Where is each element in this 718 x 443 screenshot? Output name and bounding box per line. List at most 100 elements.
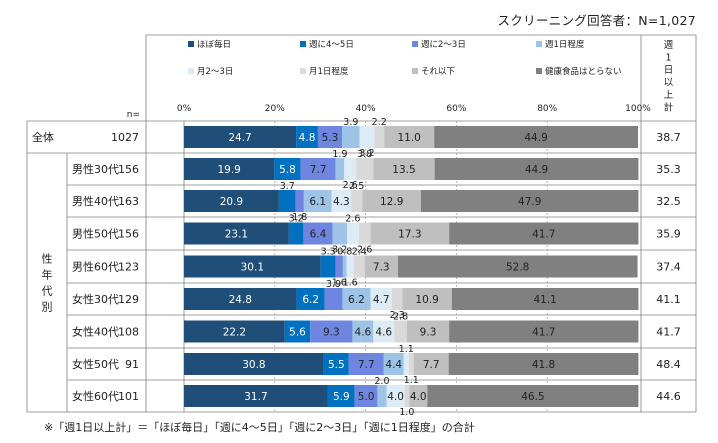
- data-label: 4.0: [387, 391, 404, 403]
- bar-segment: [184, 320, 285, 343]
- bar-segment: [278, 190, 296, 212]
- x-tick-label: 40%: [356, 104, 376, 114]
- n-value: 163: [118, 195, 139, 208]
- bar-segment: [341, 126, 360, 148]
- data-label: 1.0: [399, 407, 414, 418]
- legend-label: 月2～3日: [197, 67, 233, 77]
- data-label: 1.9: [332, 149, 347, 160]
- bar-segment: [386, 385, 405, 407]
- bar-segment: [451, 288, 639, 310]
- data-label: 3.9: [343, 117, 358, 128]
- bar-segment: [331, 190, 352, 212]
- bar-segment: [348, 353, 384, 375]
- data-label: 5.3: [322, 132, 339, 144]
- data-label: 1.1: [404, 375, 419, 386]
- category-label: 男性30代: [72, 162, 119, 176]
- weekly-total-header-char: 週: [664, 39, 674, 51]
- data-label: 2.2: [372, 117, 387, 128]
- group-label-char: 代: [42, 285, 53, 298]
- data-label: 9.3: [323, 327, 340, 339]
- data-label: 47.9: [518, 196, 541, 208]
- bar-segment: [184, 385, 328, 407]
- bar-segment: [184, 353, 324, 375]
- data-label: 44.9: [525, 164, 548, 176]
- data-label: 24.8: [229, 294, 252, 306]
- bar-segment: [359, 126, 375, 148]
- n-value: 101: [118, 390, 139, 403]
- bar-segment: [394, 320, 407, 343]
- category-label: 全体: [32, 130, 54, 144]
- bar-segment: [303, 190, 332, 212]
- legend-swatch: [300, 68, 306, 74]
- data-label: 0.8: [337, 247, 352, 258]
- category-label: 女性60代: [72, 389, 119, 403]
- data-label: 6.2: [302, 294, 319, 306]
- data-label: 3.2: [289, 214, 304, 225]
- data-label: 10.9: [415, 294, 438, 306]
- legend-swatch: [412, 68, 418, 74]
- data-label: 6.1: [309, 196, 326, 208]
- bar-segment: [420, 190, 639, 212]
- legend-swatch: [536, 68, 542, 74]
- weekly-total-header-char: 上: [664, 90, 674, 101]
- n-value: 123: [118, 261, 139, 274]
- data-label: 46.5: [521, 391, 544, 403]
- bar-segment: [296, 126, 318, 148]
- data-label: 13.5: [392, 164, 415, 176]
- legend-label: 月1日程度: [309, 66, 349, 77]
- data-label: 41.7: [532, 327, 555, 339]
- group-label-char: 性: [42, 252, 53, 266]
- bar-segment: [300, 158, 336, 180]
- data-label: 5.9: [333, 391, 350, 403]
- data-label: 20.9: [220, 196, 243, 208]
- data-label: 7.7: [423, 359, 440, 371]
- data-label: 7.7: [358, 359, 375, 371]
- bar-segment: [327, 385, 355, 407]
- bar-segment: [332, 222, 347, 245]
- weekly-total-value: 38.7: [656, 131, 681, 144]
- data-label: 1.1: [399, 344, 414, 355]
- data-label: 30.8: [242, 359, 265, 371]
- data-label: 3.8: [357, 149, 372, 160]
- weekly-total-header-char: 1: [665, 53, 671, 64]
- group-label-char: 年: [42, 268, 53, 282]
- weekly-total-header-char: 日: [664, 65, 674, 76]
- data-label: 6.2: [348, 294, 365, 306]
- bar-segment: [351, 190, 363, 212]
- n-value: 91: [125, 358, 139, 371]
- bar-segment: [342, 255, 347, 278]
- bar-segment: [370, 288, 392, 310]
- category-label: 男性40代: [72, 194, 119, 208]
- legend-label: 週に4～5日: [309, 40, 354, 50]
- x-tick-label: 80%: [537, 104, 557, 114]
- bar-segment: [295, 190, 304, 212]
- data-label: 4.6: [375, 327, 392, 339]
- data-label: 6.4: [310, 229, 327, 241]
- data-label: 23.1: [225, 229, 248, 241]
- bar-segment: [320, 255, 336, 278]
- category-label: 男性50代: [72, 227, 119, 241]
- bar-segment: [354, 385, 378, 407]
- bar-segment: [274, 158, 301, 180]
- data-label: 2.8: [393, 312, 408, 323]
- footnote: ※「週1日以上計」＝「ほぼ毎日」「週に4～5日」「週に2～3日」「週に1日程度」…: [44, 421, 475, 434]
- legend-swatch: [188, 41, 194, 47]
- bar-segment: [403, 353, 409, 375]
- bar-segment: [374, 126, 385, 148]
- bar-segment: [402, 288, 452, 310]
- data-label: 5.8: [279, 164, 296, 176]
- bar-segment: [358, 222, 371, 245]
- bar-segment: [448, 353, 639, 375]
- data-label: 1.6: [332, 278, 347, 289]
- data-label: 11.0: [397, 132, 420, 144]
- bar-segment: [406, 320, 450, 343]
- bar-segment: [344, 158, 357, 180]
- bar-segment: [288, 222, 304, 245]
- data-label: 5.0: [358, 391, 375, 403]
- weekly-total-value: 35.9: [656, 228, 681, 241]
- data-label: 41.1: [533, 294, 556, 306]
- bar-segment: [184, 222, 289, 245]
- bar-segment: [346, 222, 359, 245]
- data-label: 2.3: [390, 310, 405, 321]
